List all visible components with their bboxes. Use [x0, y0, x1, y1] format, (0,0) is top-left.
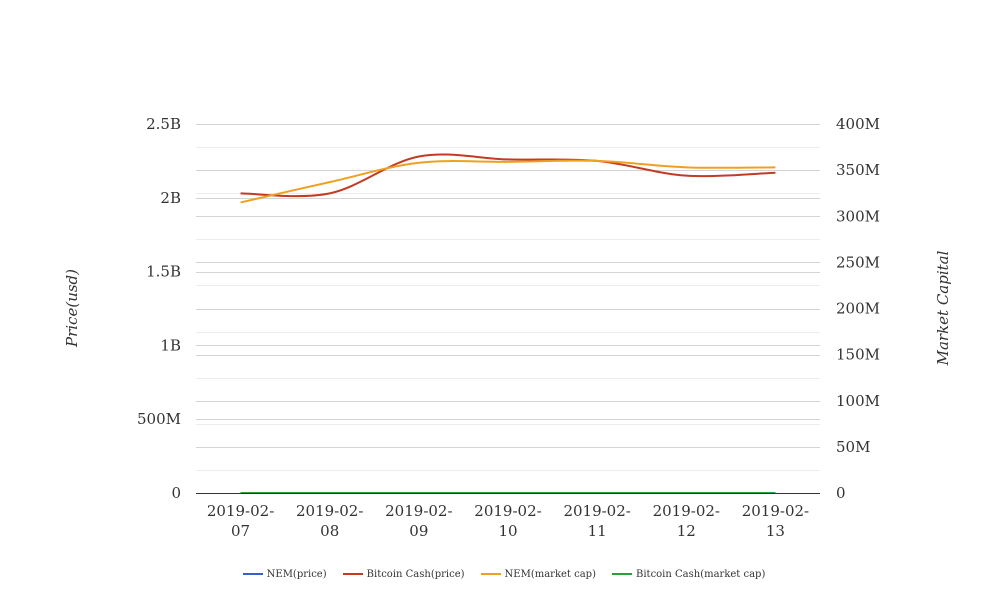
x-tick-label: 2019-02-08 [296, 502, 363, 540]
right-tick-label: 200M [836, 300, 880, 318]
line-chart: 0 500M 1B 1.5B 2B 2.5B 0 50M 100M 150M 200M 250M 30… [63, 115, 952, 540]
x-tick-label: 2019-02-13 [742, 502, 809, 540]
x-axis-ticks: 2019-02-07 2019-02-08 2019-02-09 2019-02-10… [207, 502, 809, 540]
legend-label: NEM(market cap) [504, 568, 596, 580]
legend-item[interactable]: NEM(market cap) [480, 566, 596, 582]
legend-swatch [242, 573, 263, 575]
x-tick-label: 2019-02-09 [385, 502, 452, 540]
legend-label: Bitcoin Cash(price) [366, 568, 465, 580]
chart-legend: NEM(price) Bitcoin Cash(price) NEM(market … [0, 566, 1008, 582]
right-tick-label: 150M [836, 346, 880, 364]
right-tick-label: 300M [836, 207, 880, 225]
right-tick-label: 350M [836, 161, 880, 179]
right-tick-label: 0 [836, 484, 846, 502]
legend-item[interactable]: Bitcoin Cash(price) [342, 566, 465, 582]
legend-item[interactable]: NEM(price) [242, 566, 327, 582]
legend-label: NEM(price) [266, 568, 327, 580]
series-line-nem-market-cap [240, 159, 776, 204]
left-tick-label: 2.5B [146, 115, 181, 133]
gridlines [196, 124, 820, 471]
x-tick-label: 2019-02-12 [653, 502, 720, 540]
right-tick-label: 400M [836, 115, 880, 133]
right-tick-label: 250M [836, 253, 880, 271]
x-tick-label: 2019-02-11 [563, 502, 630, 540]
left-tick-label: 2B [160, 189, 181, 207]
left-y-axis-ticks: 0 500M 1B 1.5B 2B 2.5B [137, 115, 181, 502]
right-y-axis-ticks: 0 50M 100M 150M 200M 250M 300M 350M 400M [836, 115, 880, 502]
x-tick-label: 2019-02-07 [207, 502, 274, 540]
left-tick-label: 0 [171, 484, 181, 502]
left-y-axis-title: Price(usd) [63, 269, 81, 348]
legend-item[interactable]: Bitcoin Cash(market cap) [612, 566, 765, 582]
x-tick-label: 2019-02-10 [474, 502, 541, 540]
right-y-axis-title: Market Capital [934, 250, 952, 366]
legend-swatch [342, 573, 363, 575]
legend-swatch [480, 573, 501, 575]
left-tick-label: 1.5B [146, 263, 181, 281]
series-line-bitcoin-cash-price [240, 153, 776, 198]
right-tick-label: 50M [836, 438, 870, 456]
legend-label: Bitcoin Cash(market cap) [636, 568, 766, 580]
left-tick-label: 500M [137, 410, 181, 428]
left-tick-label: 1B [160, 336, 181, 354]
legend-swatch [612, 573, 632, 575]
series-lines [240, 153, 776, 495]
right-tick-label: 100M [836, 392, 880, 410]
